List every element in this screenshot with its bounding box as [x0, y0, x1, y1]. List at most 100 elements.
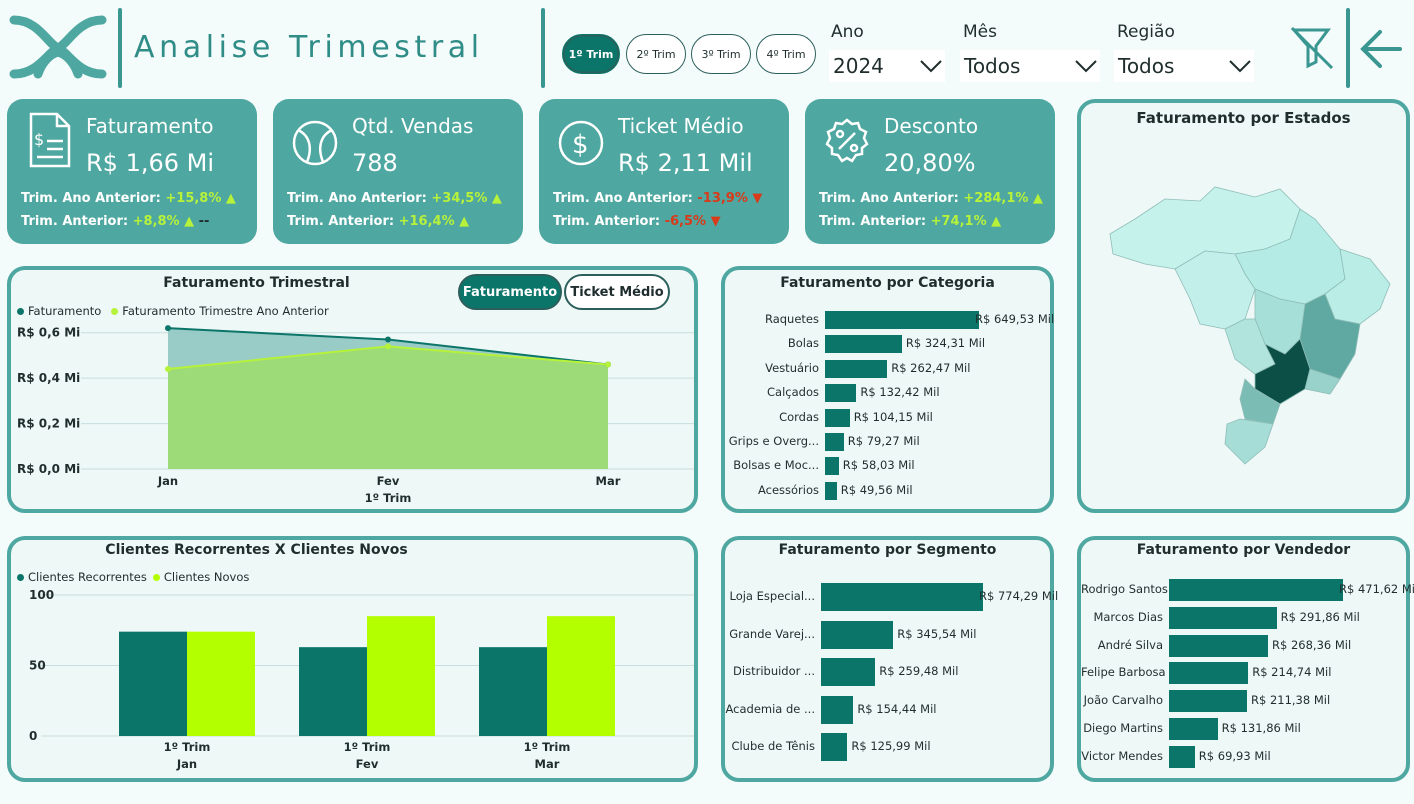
page-title: Analise Trimestral [134, 30, 484, 65]
bar-category-label: Vestuário [765, 360, 819, 375]
seller-panel: Faturamento por Vendedor Rodrigo Santos R… [1077, 536, 1414, 782]
toggle-faturamento[interactable]: Faturamento [458, 274, 562, 310]
year-slicer-label: Ano [831, 22, 864, 42]
bar-category-label: Felipe Barbosa [1081, 665, 1166, 680]
bar[interactable] [1169, 634, 1268, 657]
dollar-icon: $ [555, 111, 607, 169]
seller-title: Faturamento por Vendedor [1136, 542, 1351, 558]
x-tick-label: Jan [157, 474, 178, 488]
bar-value-label: R$ 49,56 Mil [840, 482, 913, 497]
bar[interactable] [825, 311, 979, 329]
header-divider [541, 8, 545, 88]
bar[interactable] [821, 583, 983, 611]
map-panel: Faturamento por Estados [1077, 99, 1410, 513]
bar[interactable] [825, 408, 850, 427]
back-arrow-icon[interactable] [1358, 26, 1404, 72]
bar-category-label: Grips e Overg... [728, 434, 819, 448]
bar-category-label: Bolsas e Moc... [733, 458, 819, 473]
y-tick-label: R$ 0,6 Mi [17, 326, 80, 340]
bar[interactable] [825, 359, 888, 378]
bar[interactable] [1169, 718, 1218, 740]
up-arrow-icon: ▲ [991, 214, 1002, 229]
bar-category-label: Marcos Dias [1093, 609, 1163, 624]
bar-value-label: R$ 649,53 Mil [975, 312, 1055, 326]
clear-filter-icon[interactable] [1288, 24, 1336, 72]
bar-category-label: Cordas [779, 409, 819, 424]
bar-value-label: R$ 262,47 Mil [891, 360, 971, 375]
bar[interactable] [1169, 745, 1195, 768]
x-tick-label: Mar [596, 474, 621, 488]
bar[interactable] [825, 335, 902, 354]
y-tick-label: 50 [29, 659, 46, 673]
kpi-yoy: Trim. Ano Anterior: +15,8% ▲ [21, 191, 236, 206]
quarter-button-2[interactable]: 2º Trim [626, 34, 686, 74]
bar-value-label: R$ 471,62 Mil [1339, 582, 1414, 596]
kpi-yoy: Trim. Ano Anterior: -13,9% ▼ [553, 191, 763, 206]
bar[interactable] [821, 658, 876, 687]
bar-category-label: Diego Martins [1083, 721, 1163, 735]
bar-value-label: R$ 132,42 Mil [860, 385, 940, 400]
bar-category-label: Calçados [767, 385, 819, 400]
bar[interactable] [1169, 662, 1249, 685]
quarter-button-1[interactable]: 1º Trim [562, 34, 620, 74]
bar[interactable] [821, 620, 894, 649]
bar-value-label: R$ 345,54 Mil [897, 626, 977, 641]
region-slicer[interactable]: Todos [1114, 50, 1254, 82]
quarter-button-3[interactable]: 3º Trim [691, 34, 751, 74]
y-tick-label: 100 [29, 588, 54, 602]
bar[interactable] [1169, 606, 1277, 629]
legend-marker [17, 307, 24, 315]
kpi-card-faturamento: $ Faturamento R$ 1,66 Mi Trim. Ano Anter… [7, 99, 257, 244]
kpi-card-ticket-medio: $ Ticket Médio R$ 2,11 Mil Trim. Ano Ant… [539, 99, 789, 244]
kpi-yoy: Trim. Ano Anterior: +34,5% ▲ [287, 191, 502, 206]
bar-category-label: Grande Varej... [729, 626, 815, 641]
chart-legend: Faturamento Faturamento Trimestre Ano An… [17, 304, 329, 318]
up-arrow-icon: ▲ [459, 214, 470, 229]
kpi-qoq: Trim. Anterior: +74,1% ▲ [819, 214, 1002, 229]
kpi-qoq: Trim. Anterior: +16,4% ▲ [287, 214, 470, 229]
year-slicer[interactable]: 2024 [829, 50, 945, 82]
quarterly-revenue-title: Faturamento Trimestral [163, 275, 350, 291]
quarterly-area-chart: R$ 0,0 Mi R$ 0,2 Mi R$ 0,4 Mi R$ 0,6 Mi Jan F… [17, 325, 694, 505]
region-slicer-value: Todos [1118, 54, 1175, 78]
month-slicer[interactable]: Todos [960, 50, 1100, 82]
bar-value-label: R$ 104,15 Mil [853, 409, 933, 424]
bar-novos [187, 631, 255, 736]
data-point [165, 366, 171, 373]
bar-value-label: R$ 125,99 Mil [851, 739, 931, 754]
x-group-label: 1º Trim [524, 740, 571, 754]
chevron-down-icon [1226, 52, 1254, 80]
y-tick-label: R$ 0,0 Mi [17, 462, 80, 476]
bar[interactable] [825, 481, 837, 500]
bar[interactable] [1169, 690, 1247, 713]
bar-category-label: Raquetes [764, 312, 819, 326]
bar[interactable] [821, 733, 848, 762]
bar[interactable] [821, 695, 854, 724]
bar-value-label: R$ 58,03 Mil [842, 458, 915, 473]
brazil-map[interactable] [1105, 179, 1395, 469]
bar-recorrentes [479, 647, 547, 736]
month-slicer-label: Mês [963, 22, 997, 42]
bar-value-label: R$ 211,38 Mil [1250, 693, 1331, 708]
kpi-qoq: Trim. Anterior: -6,5% ▼ [553, 214, 721, 229]
data-point [385, 336, 391, 343]
chart-legend: Clientes Recorrentes Clientes Novos [17, 570, 249, 584]
bar[interactable] [825, 384, 857, 403]
clients-title: Clientes Recorrentes X Clientes Novos [105, 542, 408, 558]
bar[interactable] [825, 433, 844, 451]
svg-text:$: $ [572, 130, 589, 160]
toggle-ticket-medio[interactable]: Ticket Médio [564, 274, 670, 310]
bar-recorrentes [299, 647, 367, 736]
category-title: Faturamento por Categoria [780, 275, 995, 291]
series-area-ano-anterior [168, 346, 608, 469]
quarter-button-4[interactable]: 4º Trim [756, 34, 816, 74]
chevron-down-icon [1072, 52, 1100, 80]
legend-marker [17, 573, 24, 581]
bar-category-label: Victor Mendes [1081, 748, 1163, 763]
x-tick-label: Fev [356, 757, 379, 771]
discount-icon [821, 111, 873, 169]
bar[interactable] [1169, 579, 1343, 601]
bar[interactable] [825, 457, 839, 476]
bar-value-label: R$ 259,48 Mil [879, 664, 959, 679]
region-slicer-label: Região [1117, 22, 1175, 42]
